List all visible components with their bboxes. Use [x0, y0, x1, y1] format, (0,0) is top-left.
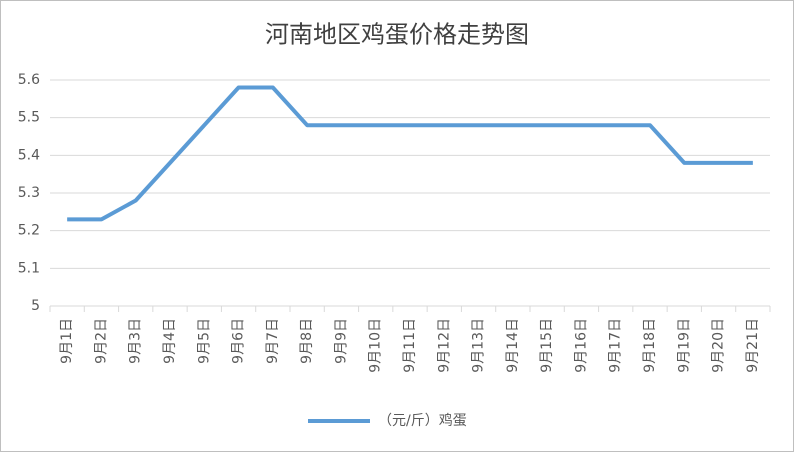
x-tick-label: 9月2日 [93, 318, 109, 364]
chart-title: 河南地区鸡蛋价格走势图 [265, 21, 529, 49]
legend-label: （元/斤）鸡蛋 [378, 412, 467, 429]
y-tick-label: 5.1 [18, 260, 40, 276]
x-tick-label: 9月17日 [608, 318, 624, 373]
x-tick-label: 9月6日 [231, 318, 247, 364]
y-tick-label: 5.3 [18, 185, 40, 201]
x-tick-label: 9月21日 [745, 318, 761, 373]
y-tick-label: 5.5 [18, 110, 40, 126]
x-tick-label: 9月20日 [711, 318, 727, 373]
y-tick-label: 5.4 [18, 147, 40, 163]
x-tick-label: 9月11日 [402, 318, 418, 373]
x-tick-label: 9月8日 [299, 318, 315, 364]
x-tick-label: 9月18日 [642, 318, 658, 373]
y-tick-label: 5.6 [18, 72, 40, 88]
x-tick-label: 9月4日 [162, 318, 178, 364]
x-tick-label: 9月14日 [505, 318, 521, 373]
y-tick-label: 5 [31, 298, 40, 314]
x-tick-label: 9月12日 [436, 318, 452, 373]
line-series [67, 85, 753, 222]
x-tick-label: 9月10日 [368, 318, 384, 373]
x-tick-label: 9月15日 [539, 318, 555, 373]
x-tick-label: 9月7日 [265, 318, 281, 364]
x-tick-label: 9月13日 [471, 318, 487, 373]
y-tick-label: 5.2 [18, 223, 40, 239]
x-tick-label: 9月19日 [676, 318, 692, 373]
x-tick-label: 9月9日 [333, 318, 349, 364]
x-tick-label: 9月3日 [128, 318, 144, 364]
x-tick-label: 9月1日 [59, 318, 75, 364]
x-tick-label: 9月16日 [573, 318, 589, 373]
x-tick-label: 9月5日 [196, 318, 212, 364]
